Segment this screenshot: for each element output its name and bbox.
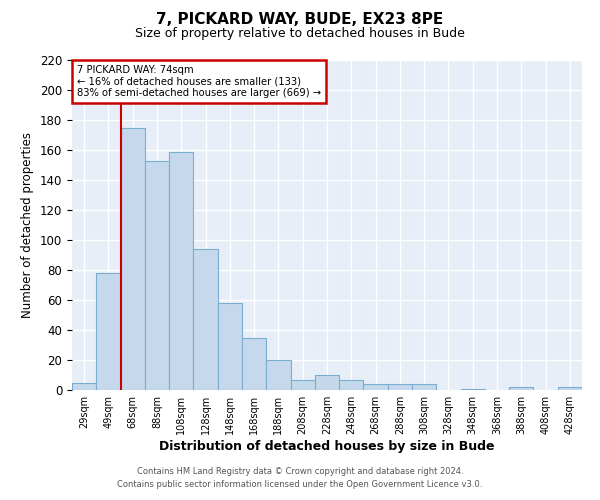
Bar bbox=[145, 160, 169, 390]
Text: Contains HM Land Registry data © Crown copyright and database right 2024.
Contai: Contains HM Land Registry data © Crown c… bbox=[118, 468, 482, 489]
Bar bbox=[388, 384, 412, 390]
Text: Size of property relative to detached houses in Bude: Size of property relative to detached ho… bbox=[135, 28, 465, 40]
Bar bbox=[315, 375, 339, 390]
Bar bbox=[509, 387, 533, 390]
Bar bbox=[169, 152, 193, 390]
Bar bbox=[412, 384, 436, 390]
Y-axis label: Number of detached properties: Number of detached properties bbox=[22, 132, 34, 318]
Bar bbox=[218, 303, 242, 390]
Bar bbox=[461, 388, 485, 390]
Bar bbox=[558, 387, 582, 390]
Text: 7 PICKARD WAY: 74sqm
← 16% of detached houses are smaller (133)
83% of semi-deta: 7 PICKARD WAY: 74sqm ← 16% of detached h… bbox=[77, 65, 321, 98]
Bar bbox=[72, 382, 96, 390]
X-axis label: Distribution of detached houses by size in Bude: Distribution of detached houses by size … bbox=[159, 440, 495, 453]
Bar bbox=[193, 249, 218, 390]
Bar bbox=[339, 380, 364, 390]
Bar bbox=[364, 384, 388, 390]
Text: 7, PICKARD WAY, BUDE, EX23 8PE: 7, PICKARD WAY, BUDE, EX23 8PE bbox=[157, 12, 443, 28]
Bar bbox=[96, 273, 121, 390]
Bar bbox=[242, 338, 266, 390]
Bar bbox=[266, 360, 290, 390]
Bar bbox=[290, 380, 315, 390]
Bar bbox=[121, 128, 145, 390]
